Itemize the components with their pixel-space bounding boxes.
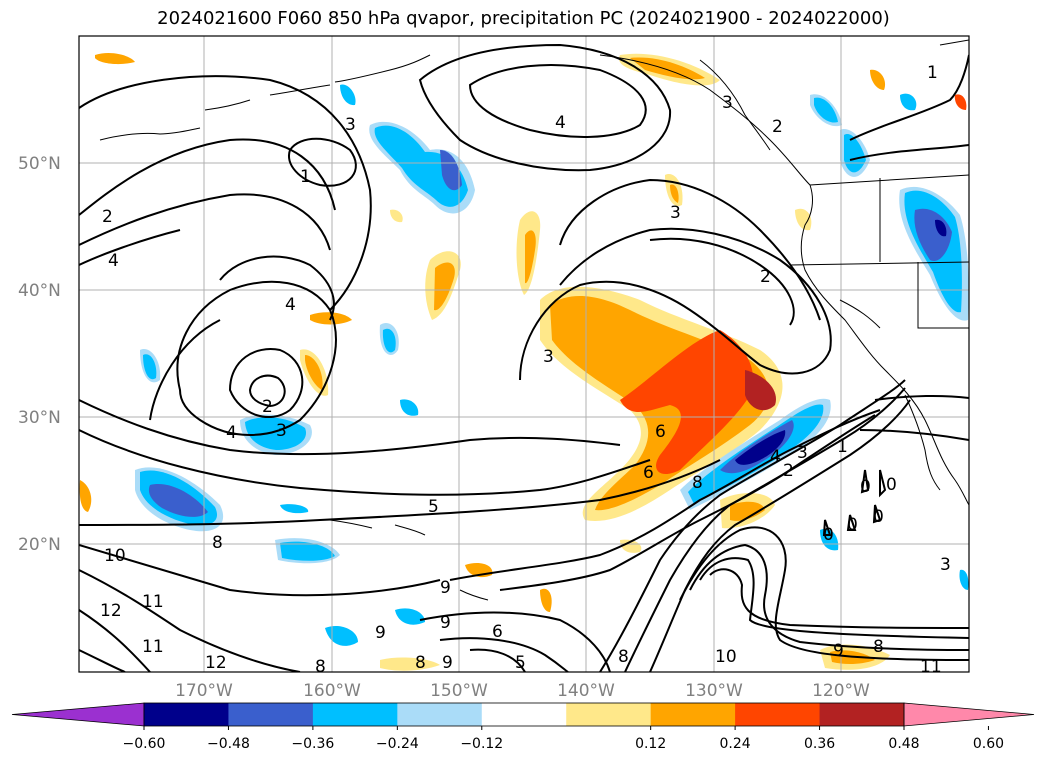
colorbar-tick-label: 0.48 xyxy=(888,736,919,752)
contour-label: 0 xyxy=(823,525,834,545)
qvapor-contours xyxy=(79,43,969,672)
contour-label: 9 xyxy=(440,578,451,598)
contour-label: 3 xyxy=(940,555,951,575)
contour-label: 8 xyxy=(415,653,426,673)
contour-label: 2 xyxy=(102,207,113,227)
contour-label: 12 xyxy=(205,653,227,673)
lon-axis: 170°W 160°W 150°W 140°W 130°W 120°W xyxy=(175,681,870,701)
contour-label: 1 xyxy=(837,437,848,457)
colorbar-tick-label: −0.60 xyxy=(123,736,166,752)
contour-label: 4 xyxy=(226,423,237,443)
lat-axis: 50°N 40°N 30°N 20°N xyxy=(18,154,61,555)
lat-tick-label: 40°N xyxy=(18,281,61,301)
lat-tick-label: 20°N xyxy=(18,535,61,555)
contour-label: 4 xyxy=(555,113,566,133)
contour-label: 9 xyxy=(442,653,453,673)
contour-label: 2 xyxy=(783,461,794,481)
lon-tick-label: 170°W xyxy=(175,681,233,701)
colorbar-swatch xyxy=(566,703,652,726)
contour-label: 2 xyxy=(760,267,771,287)
colorbar-tick-label: −0.48 xyxy=(207,736,250,752)
contour-label: 9 xyxy=(833,641,844,661)
colorbar-swatch xyxy=(650,703,736,726)
contour-label: 0 xyxy=(847,515,858,535)
contour-label: 4 xyxy=(108,251,119,271)
contour-label: 8 xyxy=(315,657,326,677)
contour-label: 0 xyxy=(860,477,871,497)
negative-shading xyxy=(135,84,969,646)
contour-label: 11 xyxy=(920,657,942,677)
colorbar-tick-label: −0.12 xyxy=(460,736,503,752)
lat-tick-label: 50°N xyxy=(18,154,61,174)
contour-label: 11 xyxy=(142,637,164,657)
colorbar-tick-label: 0.24 xyxy=(720,736,751,752)
colorbar-extend-low xyxy=(11,702,145,727)
contour-label: 3 xyxy=(722,93,733,113)
colorbar-swatch xyxy=(735,703,821,726)
contour-label: 3 xyxy=(345,115,356,135)
contour-labels: 1 2 4 4 3 1 3 2 4 3 2 4 3 6 6 8 3 2 1 2 … xyxy=(100,63,951,677)
lon-tick-label: 150°W xyxy=(430,681,488,701)
contour-label: 3 xyxy=(670,203,681,223)
colorbar: −0.60 −0.48 −0.36 −0.24 −0.12 0.12 0.24 0.36 0.4… xyxy=(11,702,1035,752)
lon-tick-label: 120°W xyxy=(812,681,870,701)
contour-label: 10 xyxy=(715,647,737,667)
contour-label: 4 xyxy=(770,447,781,467)
colorbar-swatch xyxy=(144,703,229,726)
lat-tick-label: 30°N xyxy=(18,408,61,428)
contour-label: 3 xyxy=(276,421,287,441)
map-title: 2024021600 F060 850 hPa qvapor, precipit… xyxy=(157,8,890,29)
lon-tick-label: 140°W xyxy=(557,681,615,701)
contour-label: 6 xyxy=(655,422,666,442)
colorbar-swatch xyxy=(228,703,314,726)
contour-label: 0 xyxy=(873,507,884,527)
colorbar-tick-label: −0.36 xyxy=(291,736,334,752)
contour-label: 4 xyxy=(285,295,296,315)
colorbar-tick-label: −0.24 xyxy=(376,736,419,752)
contour-label: 11 xyxy=(142,592,164,612)
contour-label: 8 xyxy=(212,533,223,553)
contour-label: 8 xyxy=(618,647,629,667)
colorbar-extend-high xyxy=(903,702,1035,727)
colorbar-frame xyxy=(143,702,905,727)
contour-label: 2 xyxy=(262,397,273,417)
contour-label: 3 xyxy=(797,443,808,463)
colorbar-tick-label: 0.60 xyxy=(973,736,1004,752)
contour-label: 1 xyxy=(300,167,311,187)
contour-label: 5 xyxy=(515,653,526,673)
colorbar-swatch xyxy=(481,703,567,726)
contour-label: 2 xyxy=(772,117,783,137)
colorbar-swatch xyxy=(312,703,398,726)
lon-tick-label: 160°W xyxy=(303,681,361,701)
contour-label: 0 xyxy=(886,475,897,495)
contour-label: 6 xyxy=(492,622,503,642)
contour-label: 9 xyxy=(440,613,451,633)
coastlines xyxy=(99,39,969,601)
contour-label: 5 xyxy=(428,497,439,517)
contour-label: 10 xyxy=(104,546,126,566)
colorbar-swatch xyxy=(397,703,483,726)
colorbar-tick-label: 0.12 xyxy=(635,736,666,752)
colorbar-tick-label: 0.36 xyxy=(804,736,835,752)
contour-label: 3 xyxy=(543,347,554,367)
gridlines xyxy=(79,36,969,672)
contour-label: 8 xyxy=(873,637,884,657)
contour-label: 8 xyxy=(692,473,703,493)
contour-label: 1 xyxy=(927,63,938,83)
colorbar-swatch xyxy=(819,703,905,726)
contour-label: 6 xyxy=(643,463,654,483)
lon-tick-label: 130°W xyxy=(685,681,743,701)
contour-label: 12 xyxy=(100,601,122,621)
contour-label: 9 xyxy=(375,623,386,643)
plot-frame xyxy=(78,35,970,673)
